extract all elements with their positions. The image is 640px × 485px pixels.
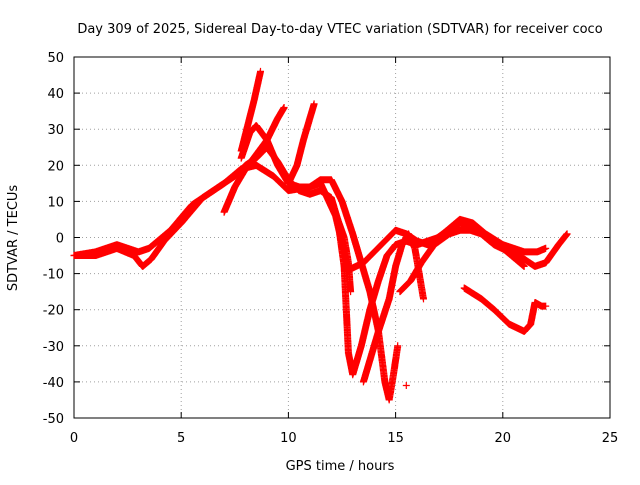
y-tick-label: -20 (43, 304, 64, 319)
data-layer (70, 67, 571, 404)
ticks-layer: 0 5 10 15 20 25 50 40 30 20 10 0 -10 -20 -30 -40 -50 (43, 51, 619, 446)
series-track-2 (70, 143, 550, 379)
x-tick-label: 0 (70, 431, 78, 446)
series-track-6 (237, 67, 264, 155)
x-tick-label: 5 (177, 431, 185, 446)
series-markers (70, 143, 550, 379)
chart-title: Day 309 of 2025, Sidereal Day-to-day VTE… (77, 22, 602, 37)
y-axis-label: SDTVAR / TECUs (6, 185, 21, 292)
y-tick-label: 30 (47, 123, 64, 138)
y-tick-label: -50 (43, 412, 64, 427)
y-tick-label: -40 (43, 376, 64, 391)
y-tick-label: -10 (43, 268, 64, 283)
x-tick-label: 25 (602, 431, 619, 446)
series-markers (284, 100, 318, 187)
series-track-9 (460, 284, 550, 335)
x-tick-label: 20 (495, 431, 512, 446)
x-tick-label: 15 (387, 431, 404, 446)
x-tick-label: 10 (280, 431, 297, 446)
y-tick-label: 40 (47, 87, 64, 102)
series-track-10 (396, 226, 528, 296)
series-track-4 (237, 122, 402, 404)
series-markers (237, 67, 264, 155)
y-tick-label: 20 (47, 159, 64, 174)
series-markers (460, 284, 550, 335)
y-tick-label: 50 (47, 51, 64, 66)
x-axis-label: GPS time / hours (286, 459, 395, 474)
series-outlier (402, 382, 410, 389)
series-markers (327, 197, 355, 296)
series-track-7 (327, 197, 355, 296)
series-markers (220, 104, 288, 216)
series-track-5 (284, 100, 318, 187)
y-tick-label: 10 (47, 195, 64, 210)
series-markers (396, 226, 528, 296)
y-tick-label: -30 (43, 340, 64, 355)
y-tick-label: 0 (56, 232, 64, 247)
series-markers (402, 382, 410, 389)
series-track-3 (220, 104, 288, 216)
series-markers (237, 122, 402, 404)
